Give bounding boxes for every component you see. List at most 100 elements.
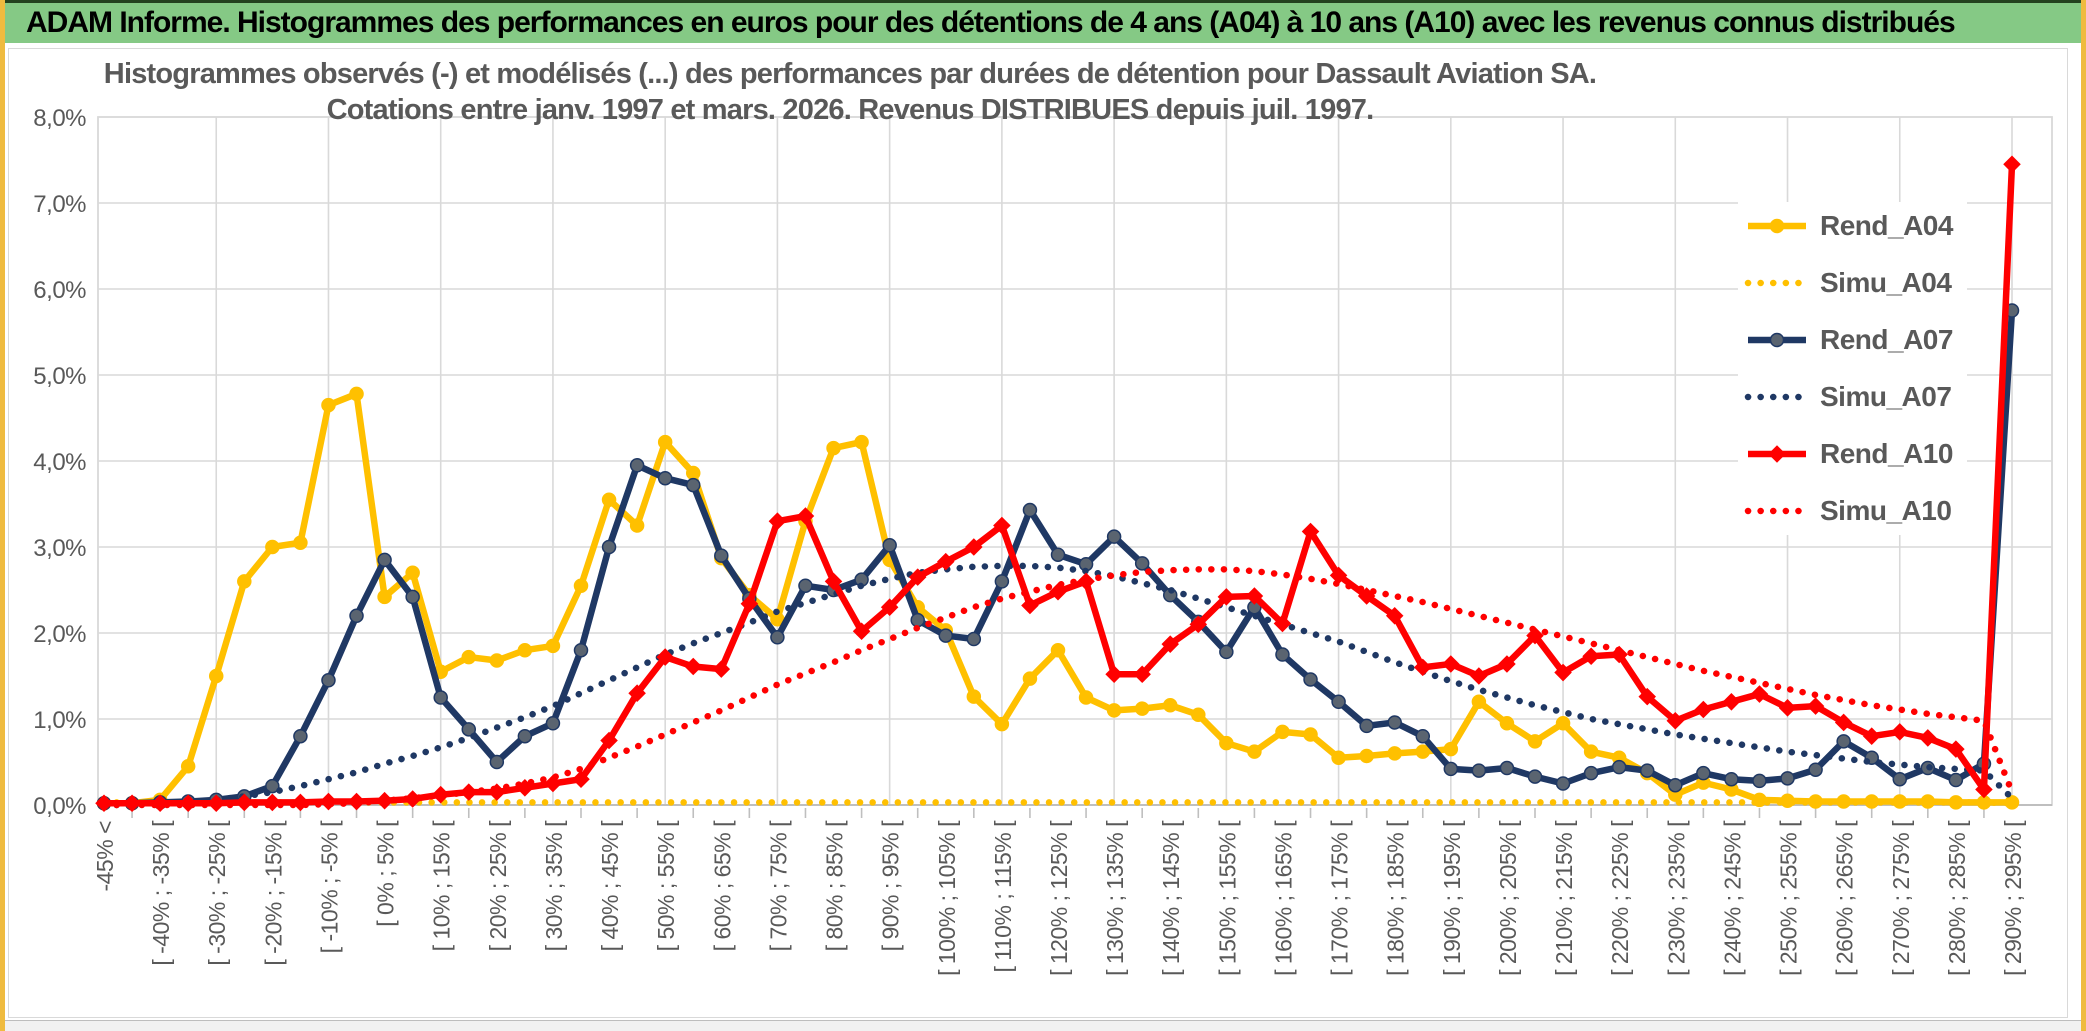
x-axis-label: [ 230% ; 235% [ — [1663, 820, 1689, 976]
marker-Rend_A04 — [1162, 697, 1178, 713]
x-axis-label: [ 110% ; 115% [ — [990, 820, 1016, 973]
series-line-Simu_A10[interactable] — [100, 566, 2016, 809]
legend-item-simu-a10[interactable]: Simu_A10 — [1744, 495, 1953, 527]
marker-Rend_A10 — [488, 783, 506, 801]
legend-item-simu-a04[interactable]: Simu_A04 — [1744, 267, 1953, 299]
legend-item-rend-a04[interactable]: Rend_A04 — [1744, 210, 1953, 242]
marker-Rend_A04 — [1415, 744, 1431, 759]
legend-swatch-rend-a04-line-icon — [1748, 218, 1806, 234]
marker-Rend_A10 — [1301, 522, 1320, 541]
y-axis-label: 7,0% — [33, 191, 86, 218]
x-axis-label: [ -30% ; -25% [ — [204, 820, 230, 966]
marker-Rend_A07 — [1948, 772, 1964, 788]
marker-Rend_A07 — [1387, 715, 1402, 730]
x-axis-label: [ 20% ; 25% [ — [485, 820, 511, 951]
marker-Rend_A07 — [545, 716, 561, 731]
marker-Rend_A10 — [600, 731, 618, 750]
marker-Rend_A07 — [685, 477, 701, 493]
marker-Rend_A07 — [1331, 694, 1346, 710]
series-line-Simu_A07[interactable] — [100, 562, 2016, 809]
legend-item-rend-a10[interactable]: Rend_A10 — [1744, 438, 1953, 470]
marker-Rend_A04 — [1022, 671, 1038, 686]
x-axis-label: [ 270% ; 275% [ — [1888, 820, 1914, 976]
window-bottom-strip — [0, 1020, 2086, 1031]
marker-Rend_A07 — [1050, 547, 1066, 562]
series-line-Simu_A04[interactable] — [100, 799, 2016, 807]
marker-Rend_A10 — [1862, 727, 1881, 745]
marker-Rend_A10 — [684, 657, 703, 676]
x-axis-label: [ 40% ; 45% [ — [597, 820, 623, 951]
marker-Rend_A07 — [1696, 765, 1711, 781]
marker-Rend_A07 — [1471, 763, 1487, 778]
y-axis-label: 5,0% — [33, 363, 86, 390]
marker-Rend_A10 — [796, 507, 815, 525]
marker-Rend_A04 — [265, 539, 280, 555]
marker-Rend_A07 — [629, 458, 645, 473]
x-axis-label: [ 280% ; 285% [ — [1944, 820, 1970, 976]
marker-Rend_A04 — [293, 535, 308, 550]
marker-Rend_A07 — [1106, 529, 1122, 544]
x-axis-label: [ 190% ; 195% [ — [1439, 820, 1465, 976]
series-line-Rend_A10[interactable] — [104, 164, 2016, 807]
marker-Rend_A07 — [1780, 771, 1795, 786]
marker-Rend_A07 — [1359, 718, 1374, 734]
marker-Rend_A04 — [1191, 707, 1206, 722]
marker-Rend_A10 — [1498, 655, 1516, 673]
x-axis-label: [ 100% ; 105% [ — [934, 820, 960, 976]
x-axis-label: [ 50% ; 55% [ — [653, 820, 679, 951]
y-axis-label: 3,0% — [33, 535, 86, 562]
marker-Rend_A04 — [489, 653, 505, 668]
x-axis-label: [ 0% ; 5% [ — [373, 820, 399, 927]
legend-swatch-simu-a04-dots-icon — [1744, 279, 1810, 287]
marker-Rend_A04 — [1078, 690, 1094, 705]
marker-Rend_A04 — [601, 492, 617, 507]
marker-Rend_A07 — [657, 470, 673, 486]
marker-Rend_A04 — [1387, 746, 1402, 761]
marker-Rend_A04 — [1443, 741, 1459, 757]
marker-Rend_A10 — [908, 568, 927, 586]
marker-Rend_A07 — [966, 631, 982, 647]
marker-Rend_A10 — [1722, 693, 1741, 711]
marker-Rend_A04 — [573, 578, 589, 593]
marker-Rend_A04 — [1555, 716, 1571, 731]
marker-Rend_A10 — [936, 552, 955, 571]
marker-Rend_A07 — [1527, 769, 1543, 784]
x-axis-label: [ 220% ; 225% [ — [1607, 820, 1633, 976]
marker-Rend_A04 — [349, 386, 364, 402]
marker-Rend_A07 — [1583, 765, 1599, 781]
marker-Rend_A10 — [1133, 665, 1151, 684]
marker-Rend_A07 — [461, 722, 477, 737]
marker-Rend_A10 — [1947, 740, 1965, 758]
legend-label: Rend_A10 — [1820, 438, 1953, 469]
marker-Rend_A10 — [993, 516, 1011, 535]
x-axis-label: [ 170% ; 175% [ — [1327, 820, 1353, 976]
marker-Rend_A04 — [1583, 744, 1599, 759]
window-title: ADAM Informe. Histogrammes des performan… — [26, 6, 1956, 39]
marker-Rend_A07 — [1443, 761, 1459, 777]
marker-Rend_A10 — [1161, 635, 1180, 653]
marker-Rend_A10 — [572, 770, 590, 788]
marker-Rend_A07 — [770, 630, 785, 645]
legend-item-simu-a07[interactable]: Simu_A07 — [1744, 381, 1953, 413]
marker-Rend_A10 — [880, 598, 899, 616]
x-axis-label: [ 250% ; 255% [ — [1776, 820, 1802, 976]
marker-Rend_A10 — [1610, 645, 1628, 664]
marker-Rend_A10 — [1442, 655, 1460, 673]
marker-Rend_A04 — [1471, 694, 1487, 710]
marker-Rend_A07 — [433, 690, 448, 705]
marker-Rend_A10 — [1329, 566, 1348, 585]
x-axis-label: -45% < — [92, 821, 118, 892]
marker-Rend_A07 — [321, 673, 336, 688]
legend-label: Simu_A10 — [1820, 495, 1952, 526]
marker-Rend_A10 — [1806, 697, 1825, 715]
marker-Rend_A10 — [768, 512, 787, 530]
legend-label: Rend_A07 — [1820, 324, 1953, 355]
marker-Rend_A10 — [1890, 723, 1909, 741]
marker-Rend_A04 — [321, 397, 336, 413]
marker-Rend_A07 — [994, 574, 1010, 589]
marker-Rend_A10 — [1245, 587, 1264, 605]
marker-Rend_A10 — [1638, 687, 1657, 706]
marker-Rend_A07 — [349, 608, 364, 624]
legend-item-rend-a07[interactable]: Rend_A07 — [1744, 324, 1953, 356]
marker-Rend_A04 — [461, 649, 477, 665]
